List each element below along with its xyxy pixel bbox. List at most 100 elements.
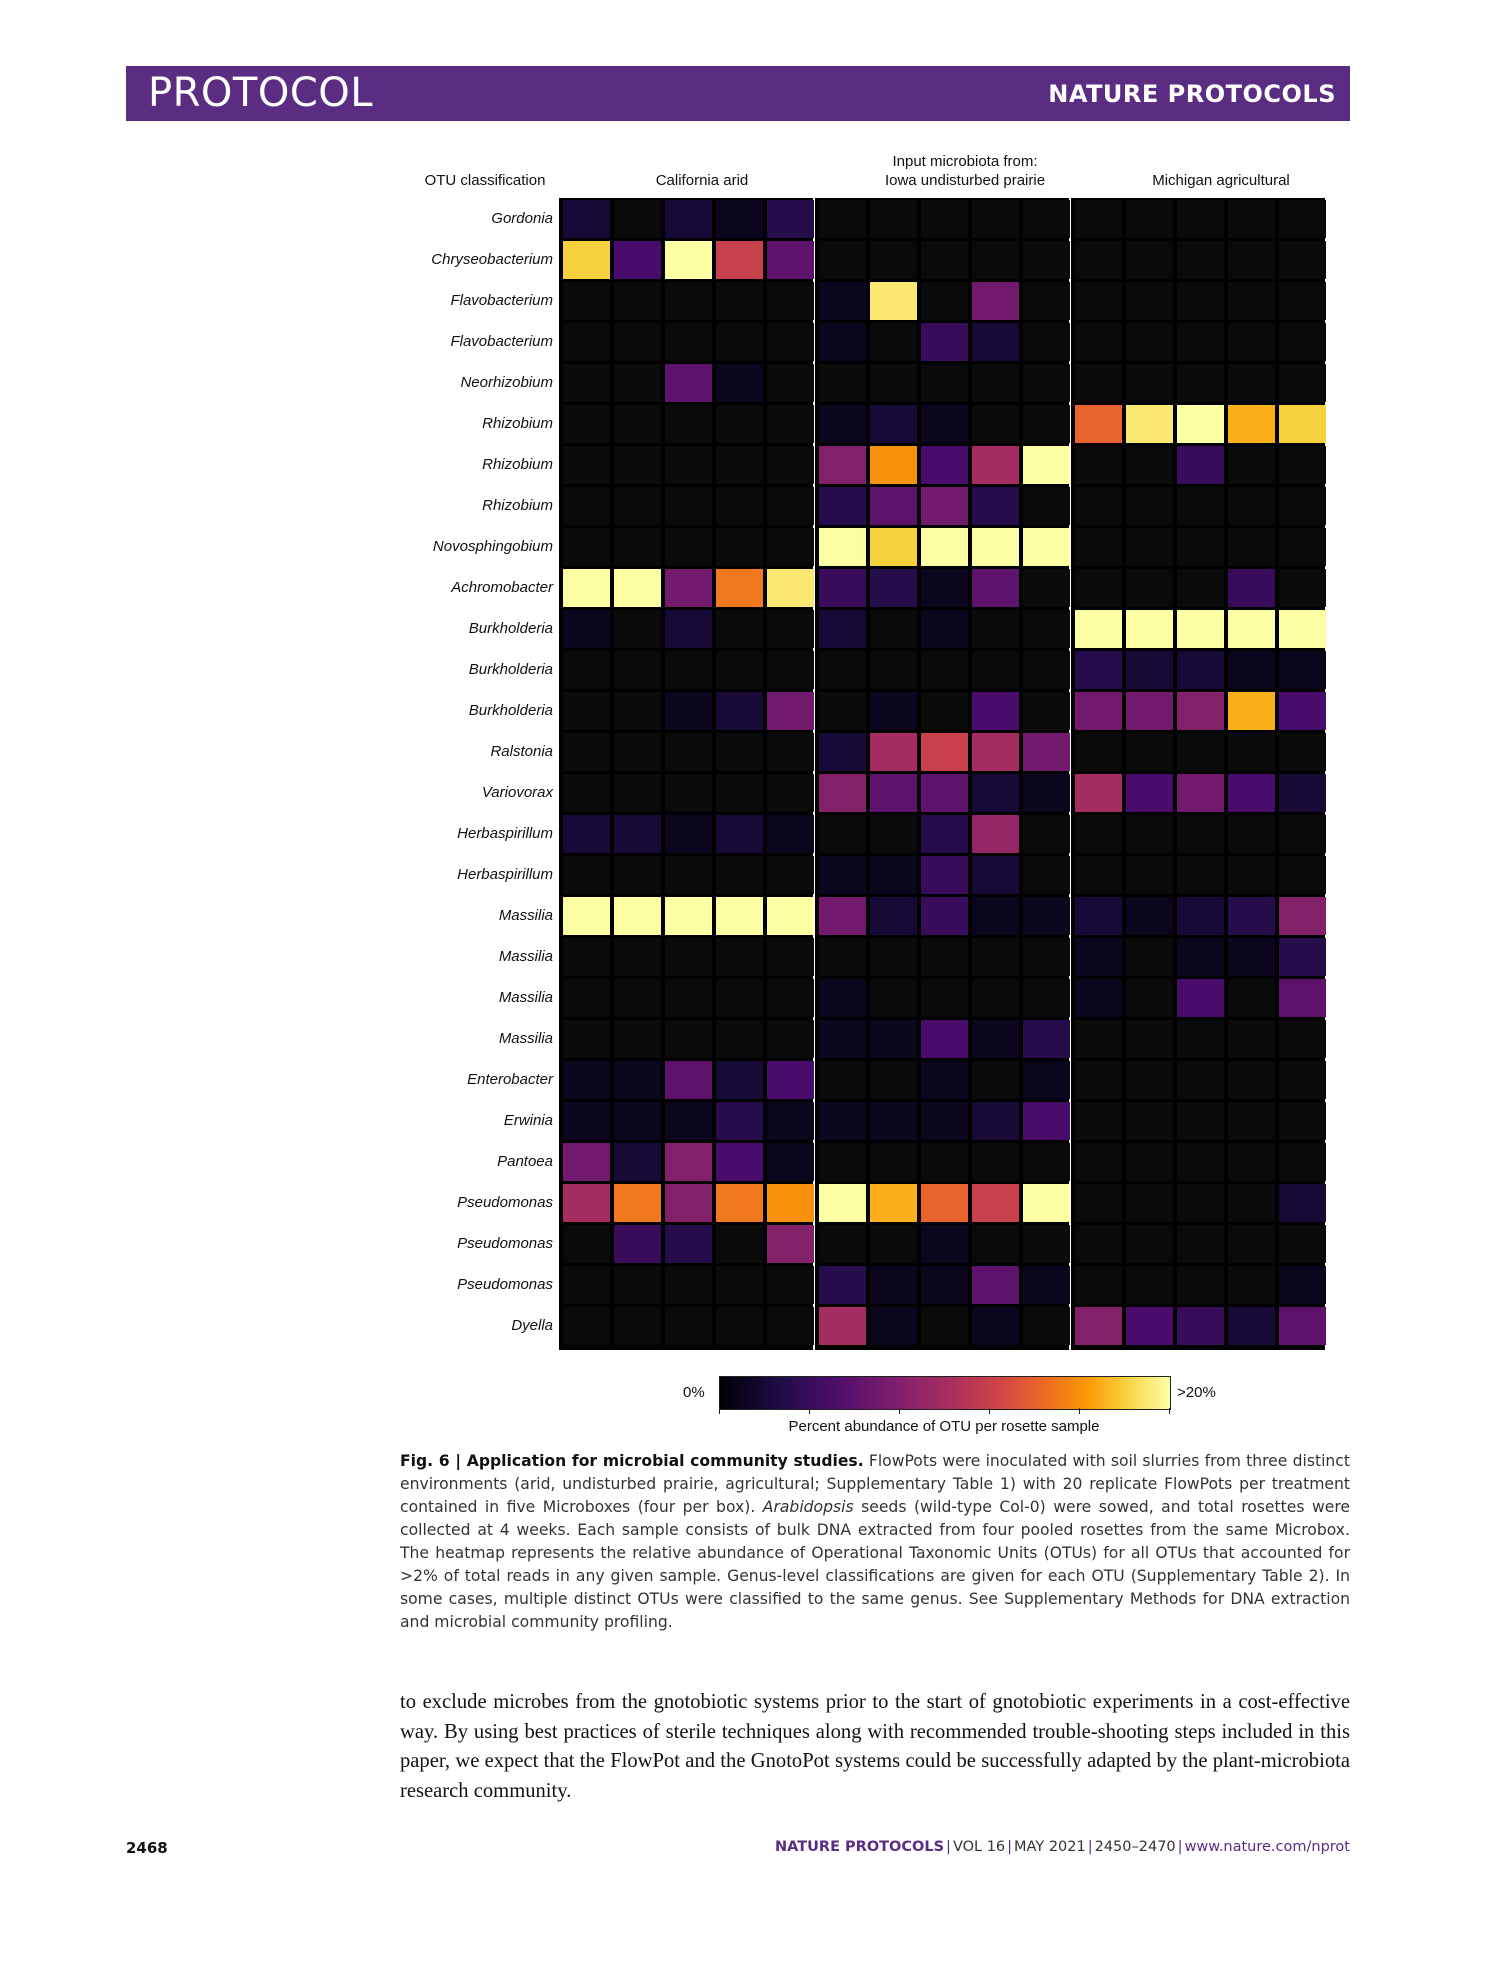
heatmap-cell [1075,1020,1122,1058]
figure-6: OTU classification Input microbiota from… [425,153,1326,1435]
heatmap-cell [1126,610,1173,648]
heatmap-cell [1279,610,1326,648]
caption-text-2: seeds (wild-type Col-0) were sowed, and … [400,1498,1350,1631]
heatmap-cell [563,528,610,566]
heatmap-cell [1126,528,1173,566]
heatmap-cell [819,979,866,1017]
heatmap-cell [870,282,917,320]
row-label: Neorhizobium [460,374,553,391]
row-label: Massilia [498,907,553,924]
heatmap-cell [921,692,968,730]
heatmap-cell [819,610,866,648]
heatmap-cell [870,774,917,812]
heatmap-cell [1177,1143,1224,1181]
heatmap-cell [1228,815,1275,853]
heatmap-cell [716,1184,763,1222]
heatmap-cell [1228,282,1275,320]
heatmap-cell [1023,1061,1070,1099]
colorbar-max-label: >20% [1177,1384,1216,1401]
heatmap-cell [1177,938,1224,976]
heatmap-cell [819,241,866,279]
heatmap-cell [614,405,661,443]
heatmap-cell [819,487,866,525]
heatmap-cell [716,1102,763,1140]
heatmap-cell [1075,487,1122,525]
heatmap-cell [921,1307,968,1345]
heatmap-cell [716,938,763,976]
heatmap-cell [819,938,866,976]
colorbar-title: Percent abundance of OTU per rosette sam… [788,1418,1100,1435]
heatmap-cell [1228,446,1275,484]
heatmap-cell [563,1061,610,1099]
heatmap-cell [767,1184,814,1222]
heatmap-cell [921,528,968,566]
heatmap-cell [972,897,1019,935]
heatmap-cell [716,979,763,1017]
row-label: Flavobacterium [450,333,553,350]
heatmap-cell [1075,241,1122,279]
heatmap-cell [665,364,712,402]
heatmap-cell [972,282,1019,320]
heatmap-cell [563,1266,610,1304]
heatmap-cell [921,774,968,812]
heatmap-cell [972,856,1019,894]
heatmap-cell [1228,979,1275,1017]
heatmap-cell [767,938,814,976]
heatmap-cell [1279,774,1326,812]
group-title-top: Input microbiota from: [892,153,1038,170]
heatmap-cell [819,364,866,402]
heatmap-cell [819,528,866,566]
heatmap-cell [665,610,712,648]
heatmap-cell [716,733,763,771]
row-label: Novosphingobium [432,538,553,555]
heatmap-cell [1075,528,1122,566]
heatmap-cell [665,323,712,361]
group-label-iowa: Iowa undisturbed prairie [884,172,1046,189]
heatmap-cell [1228,938,1275,976]
heatmap-cell [1177,241,1224,279]
heatmap-cell [1279,979,1326,1017]
heatmap-cell [563,1102,610,1140]
heatmap-cell [819,1143,866,1181]
heatmap-cell [665,1061,712,1099]
heatmap-cell [563,446,610,484]
heatmap-cell [563,938,610,976]
heatmap-cell [1279,364,1326,402]
heatmap-cell [716,241,763,279]
heatmap-cell [1177,979,1224,1017]
row-label: Achromobacter [451,579,553,596]
heatmap-cell [870,1225,917,1263]
heatmap-cell [767,1020,814,1058]
colorbar-tick [899,1408,900,1414]
heatmap-cell [614,897,661,935]
heatmap-cell [1126,1307,1173,1345]
heatmap-cell [614,1307,661,1345]
heatmap-cell [1023,1307,1070,1345]
heatmap-cell [972,364,1019,402]
heatmap-cell [819,1184,866,1222]
heatmap-cell [1075,405,1122,443]
heatmap-cell [1126,200,1173,238]
heatmap-cell [665,1307,712,1345]
heatmap-cell [1075,282,1122,320]
heatmap-cell [1023,733,1070,771]
heatmap-cell [1075,1266,1122,1304]
heatmap-cell [665,405,712,443]
heatmap-cell [1023,282,1070,320]
heatmap-cell [1023,1020,1070,1058]
heatmap-cell [767,282,814,320]
heatmap-cell [1075,1061,1122,1099]
heatmap-cell [921,200,968,238]
footer-volume: VOL 16 [952,1839,1006,1855]
heatmap-cell [716,856,763,894]
heatmap-cell [1075,774,1122,812]
heatmap-cell [1279,1020,1326,1058]
group-label-michigan: Michigan agricultural [1152,172,1290,189]
heatmap-cell [921,569,968,607]
heatmap-cell [1177,733,1224,771]
row-label: Erwinia [503,1112,553,1129]
heatmap-cell [1075,815,1122,853]
footer-url[interactable]: www.nature.com/nprot [1184,1839,1350,1855]
heatmap-cell [1177,774,1224,812]
figure-caption: Fig. 6 | Application for microbial commu… [400,1450,1350,1634]
